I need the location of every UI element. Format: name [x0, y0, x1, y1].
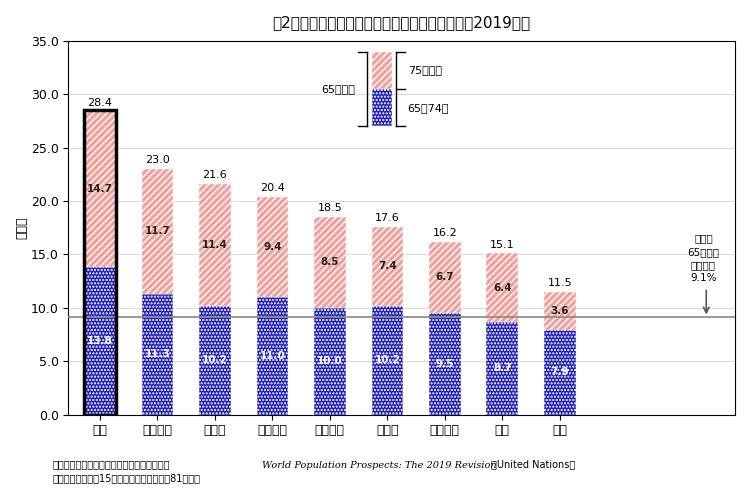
Bar	[84, 110, 116, 414]
Text: 11.3: 11.3	[145, 349, 170, 359]
Text: 14.7: 14.7	[87, 184, 113, 194]
Bar	[199, 184, 231, 306]
Text: World Population Prospects: The 2019 Revision: World Population Prospects: The 2019 Rev…	[262, 461, 497, 470]
Bar	[142, 169, 173, 294]
Text: 21.6: 21.6	[202, 170, 227, 180]
Bar	[256, 297, 288, 414]
Text: 注）日本は、９月15日現在、他国は、７月81日現在: 注）日本は、９月15日現在、他国は、７月81日現在	[53, 473, 200, 483]
Bar	[84, 267, 116, 414]
Text: 10.2: 10.2	[202, 355, 228, 365]
Text: 10.2: 10.2	[374, 355, 400, 365]
Text: 7.9: 7.9	[550, 367, 569, 377]
Text: 65歳以上: 65歳以上	[322, 84, 356, 94]
Bar	[371, 52, 392, 89]
Bar	[371, 227, 403, 306]
Bar	[487, 322, 518, 414]
Text: 20.4: 20.4	[260, 183, 285, 193]
Text: 8.5: 8.5	[320, 257, 339, 267]
Y-axis label: （％）: （％）	[15, 217, 28, 239]
Text: 9.4: 9.4	[263, 242, 282, 252]
Text: 13.8: 13.8	[87, 336, 112, 346]
Text: 11.4: 11.4	[202, 240, 228, 250]
Text: 65～74歳: 65～74歳	[408, 102, 449, 113]
Bar	[429, 242, 460, 313]
Text: 10.0: 10.0	[317, 356, 343, 366]
Text: 18.5: 18.5	[317, 203, 342, 213]
Bar	[544, 292, 575, 330]
Bar	[429, 313, 460, 414]
Text: 28.4: 28.4	[88, 97, 112, 108]
Text: 11.7: 11.7	[145, 227, 170, 237]
Bar	[84, 110, 116, 267]
Text: 資料：日本の値は、「人口推計」、他国は、: 資料：日本の値は、「人口推計」、他国は、	[53, 460, 170, 470]
Text: 11.0: 11.0	[260, 351, 285, 361]
Text: 23.0: 23.0	[145, 155, 170, 166]
Text: 7.4: 7.4	[378, 261, 397, 271]
Bar	[544, 330, 575, 414]
Bar	[371, 89, 392, 126]
Bar	[314, 308, 346, 414]
Text: 16.2: 16.2	[433, 228, 457, 238]
Bar	[142, 294, 173, 414]
Text: 15.1: 15.1	[490, 240, 514, 249]
Bar	[199, 306, 231, 414]
Text: 6.7: 6.7	[436, 272, 454, 282]
Bar	[314, 217, 346, 308]
Bar	[487, 253, 518, 322]
Bar	[256, 197, 288, 297]
Bar	[371, 306, 403, 414]
Text: 75歳以上: 75歳以上	[408, 65, 442, 75]
Text: 11.5: 11.5	[548, 278, 572, 288]
Text: 3.6: 3.6	[550, 306, 569, 316]
Text: 世界の
65歳以上
人口割合
9.1%: 世界の 65歳以上 人口割合 9.1%	[688, 234, 719, 283]
Text: 17.6: 17.6	[375, 213, 400, 223]
Text: （United Nations）: （United Nations）	[491, 460, 575, 470]
Title: 図2　主要国における高齢者人口の割合の比較（2019年）: 図2 主要国における高齢者人口の割合の比較（2019年）	[273, 15, 531, 30]
Text: 6.4: 6.4	[493, 282, 512, 293]
Text: 9.5: 9.5	[436, 359, 454, 369]
Text: 8.7: 8.7	[493, 363, 512, 373]
